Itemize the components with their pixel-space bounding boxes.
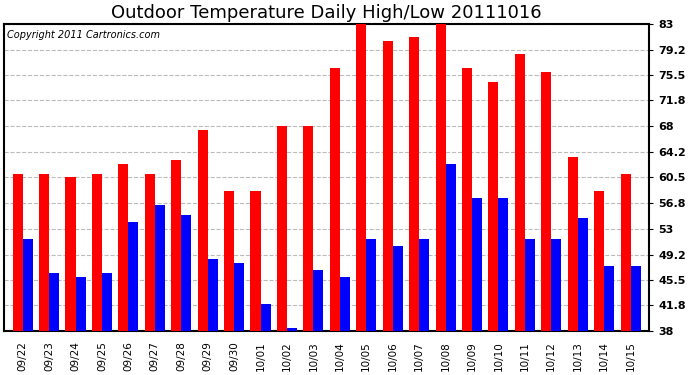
Bar <box>92 174 102 331</box>
Bar <box>515 54 525 331</box>
Bar <box>498 198 509 331</box>
Bar <box>224 191 234 331</box>
Title: Outdoor Temperature Daily High/Low 20111016: Outdoor Temperature Daily High/Low 20111… <box>111 4 542 22</box>
Bar <box>250 191 261 331</box>
Bar <box>171 160 181 331</box>
Bar <box>12 174 23 331</box>
Bar <box>383 41 393 331</box>
Bar <box>604 266 614 331</box>
Bar <box>66 177 75 331</box>
Bar <box>568 157 578 331</box>
Bar <box>277 126 287 331</box>
Bar <box>631 266 640 331</box>
Bar <box>304 126 313 331</box>
Bar <box>119 164 128 331</box>
Bar <box>313 270 324 331</box>
Bar <box>489 82 498 331</box>
Bar <box>49 273 59 331</box>
Bar <box>435 24 446 331</box>
Bar <box>261 304 270 331</box>
Bar <box>472 198 482 331</box>
Text: Copyright 2011 Cartronics.com: Copyright 2011 Cartronics.com <box>8 30 160 40</box>
Bar <box>145 174 155 331</box>
Bar <box>340 277 350 331</box>
Bar <box>366 239 376 331</box>
Bar <box>551 239 561 331</box>
Bar <box>197 130 208 331</box>
Bar <box>541 72 551 331</box>
Bar <box>181 215 191 331</box>
Bar <box>419 239 429 331</box>
Bar <box>594 191 604 331</box>
Bar <box>234 263 244 331</box>
Bar <box>39 174 49 331</box>
Bar <box>102 273 112 331</box>
Bar <box>155 205 165 331</box>
Bar <box>393 246 403 331</box>
Bar <box>128 222 139 331</box>
Bar <box>330 68 340 331</box>
Bar <box>409 38 419 331</box>
Bar <box>356 24 366 331</box>
Bar <box>23 239 32 331</box>
Bar <box>525 239 535 331</box>
Bar <box>462 68 472 331</box>
Bar <box>75 277 86 331</box>
Bar <box>287 328 297 331</box>
Bar <box>208 260 218 331</box>
Bar <box>578 219 588 331</box>
Bar <box>446 164 455 331</box>
Bar <box>620 174 631 331</box>
